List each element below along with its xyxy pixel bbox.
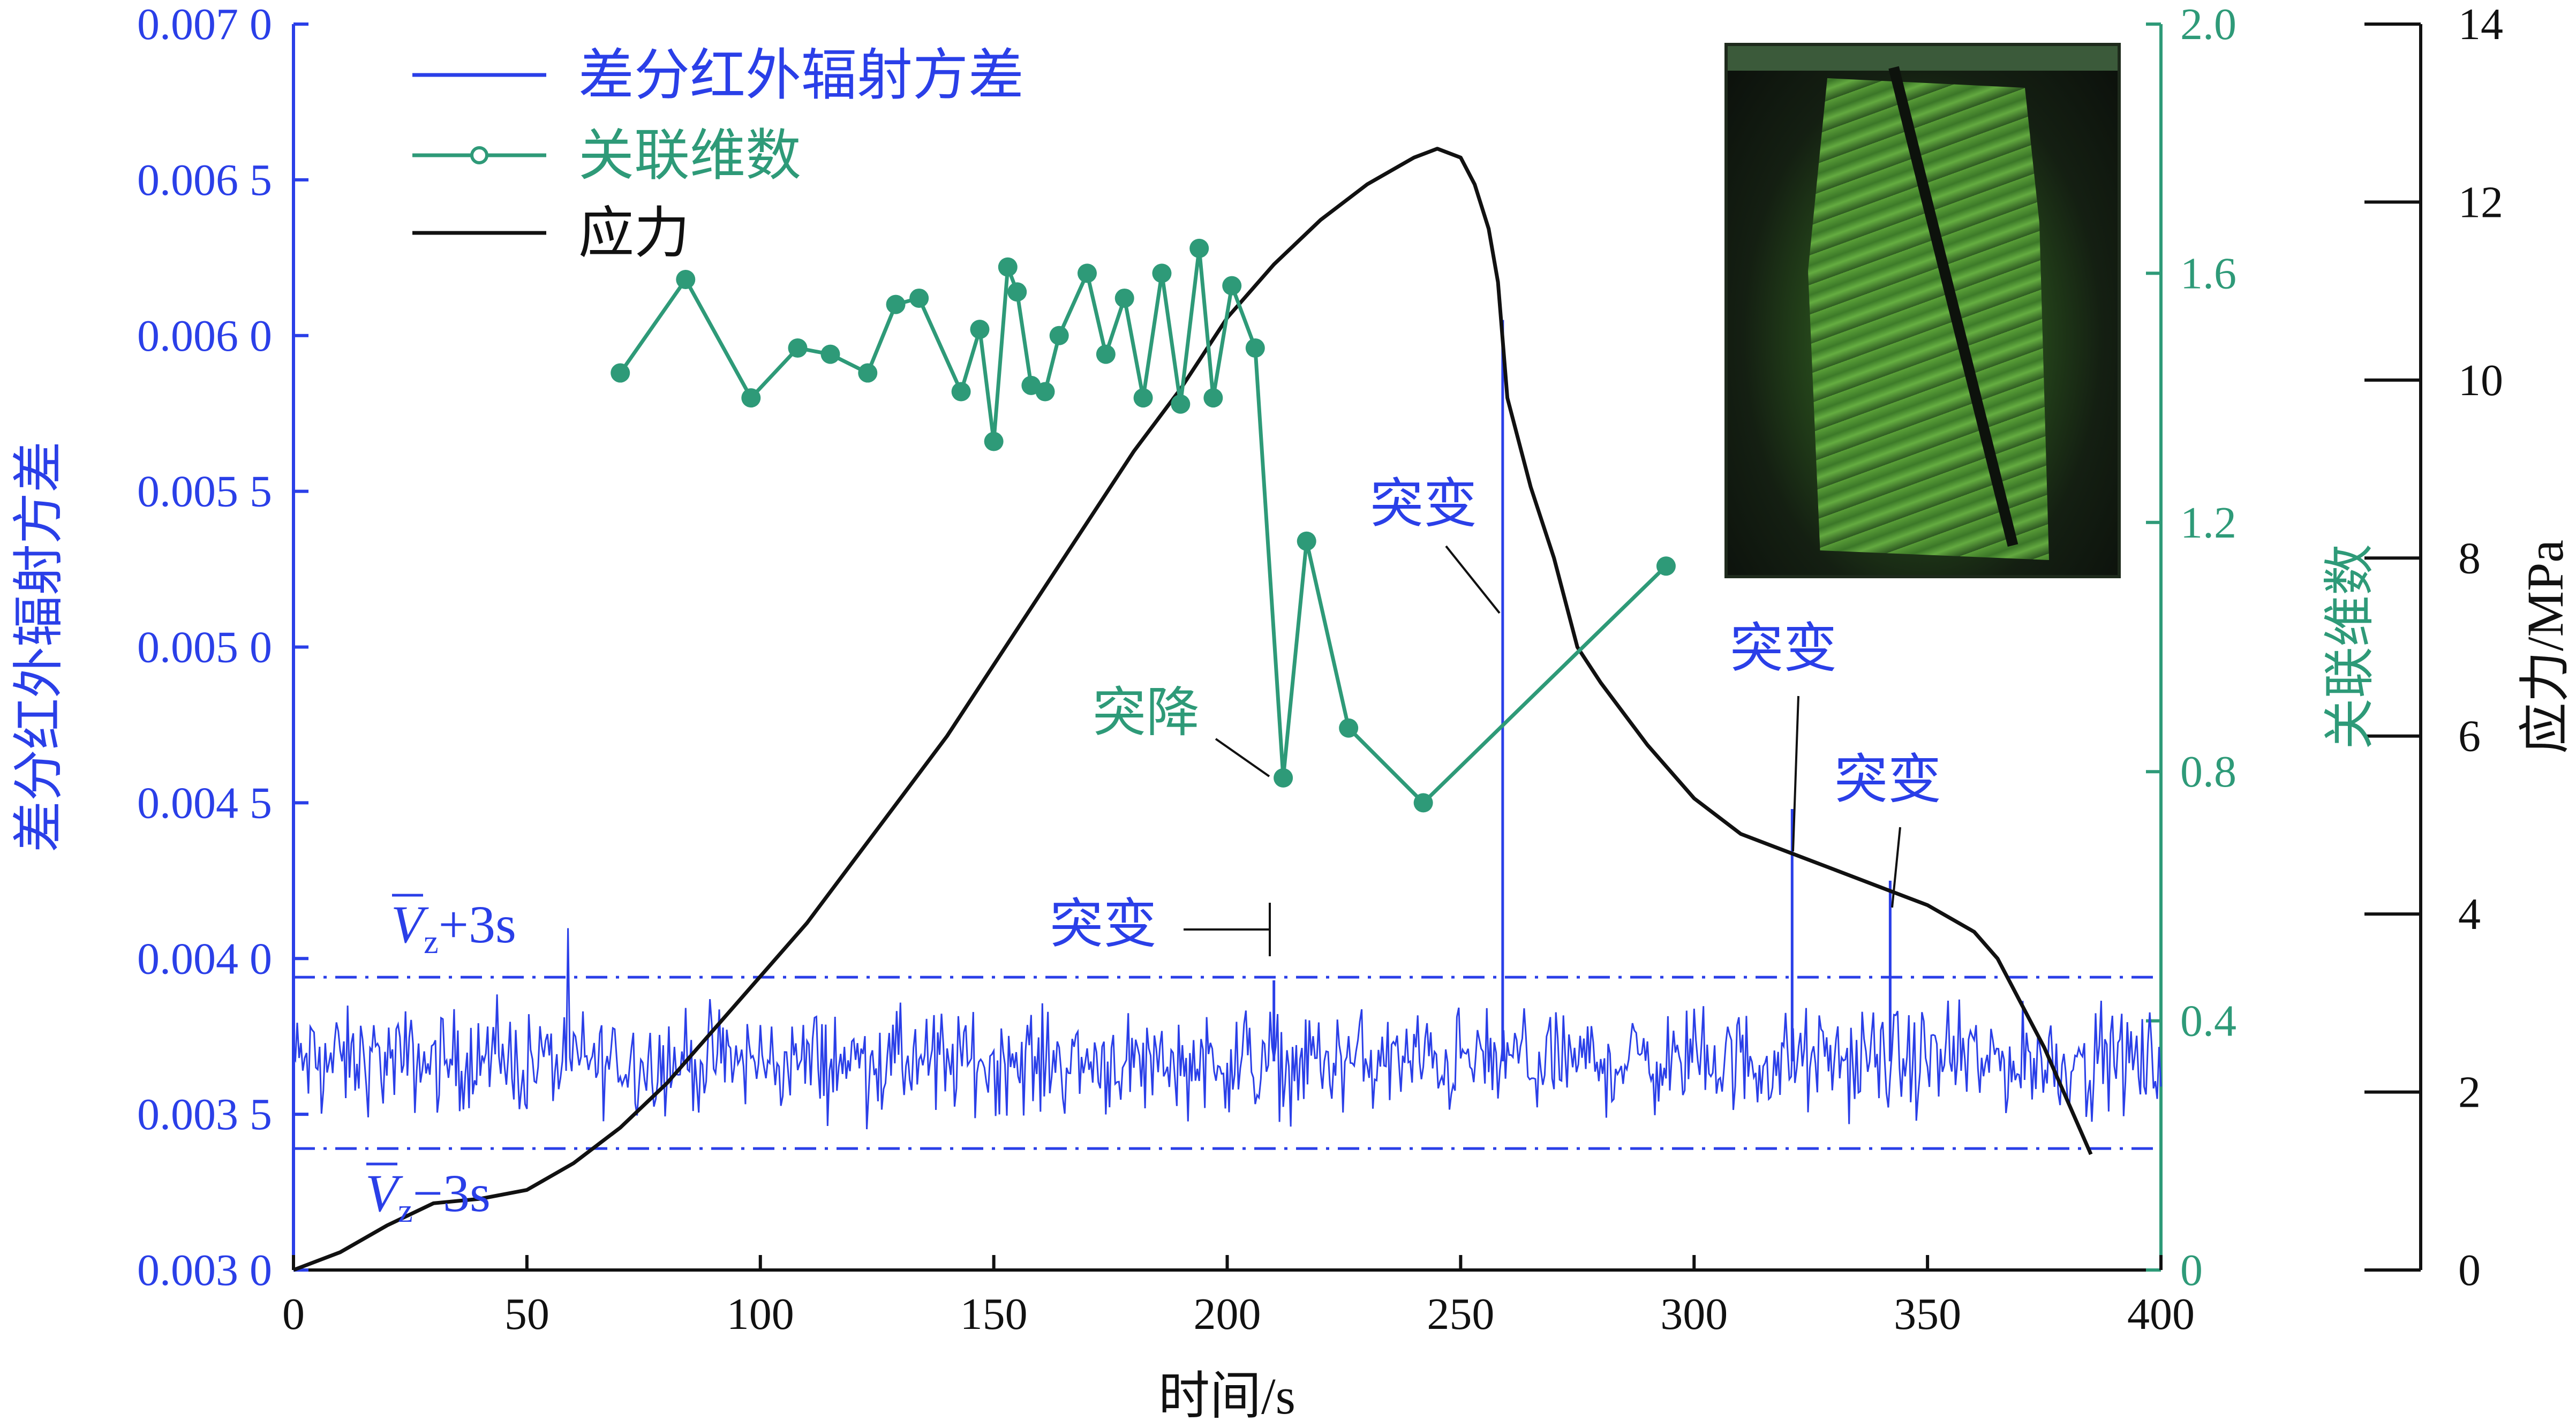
correlation-point — [1189, 238, 1209, 258]
left-tick-label: 0.004 0 — [137, 934, 272, 984]
correlation-point — [998, 257, 1018, 277]
correlation-point — [858, 363, 878, 383]
mid-tick-label: 0 — [2180, 1245, 2203, 1295]
annotation-label: 突变 — [1370, 474, 1477, 534]
correlation-point — [1007, 282, 1027, 302]
annotation-label: 突变 — [1730, 619, 1837, 678]
correlation-point — [741, 388, 761, 408]
correlation-point — [1152, 263, 1172, 283]
correlation-point — [820, 344, 840, 364]
variance-line — [292, 928, 2162, 1130]
x-tick-label: 200 — [1194, 1289, 1261, 1339]
x-tick-label: 0 — [282, 1289, 305, 1339]
correlation-point — [1133, 388, 1153, 408]
mid-tick-label: 0.4 — [2180, 996, 2236, 1046]
right-tick-label: 14 — [2458, 0, 2503, 49]
x-tick-label: 250 — [1427, 1289, 1494, 1339]
stress-series — [292, 147, 2093, 1272]
mid-tick-label: 2.0 — [2180, 0, 2236, 49]
correlation-point — [788, 338, 808, 358]
correlation-point — [984, 432, 1004, 451]
correlation-point — [1413, 793, 1433, 813]
lower-threshold-label: Vz−3s — [365, 1163, 491, 1229]
upper-threshold-label: Vz+3s — [391, 895, 516, 961]
mid-axis-ticks: 0 0.4 0.8 1.2 1.6 2.0 — [2146, 0, 2236, 1295]
correlation-point — [1339, 718, 1359, 738]
left-tick-label: 0.006 0 — [137, 311, 272, 361]
right-tick-label: 4 — [2458, 889, 2481, 939]
mid-tick-label: 0.8 — [2180, 747, 2236, 797]
correlation-point — [1203, 388, 1223, 408]
x-tick-label: 150 — [960, 1289, 1028, 1339]
left-tick-label: 0.003 5 — [137, 1090, 272, 1139]
right-tick-label: 12 — [2458, 177, 2503, 227]
correlation-point — [1245, 338, 1265, 358]
legend: 差分红外辐射方差 关联维数 应力 — [412, 45, 1024, 264]
left-tick-label: 0.005 0 — [137, 623, 272, 672]
annotation-label: 突降 — [1093, 683, 1200, 743]
correlation-point — [676, 270, 696, 290]
annotation-leader — [1792, 696, 1799, 852]
correlation-point — [611, 363, 630, 383]
legend-variance-label: 差分红外辐射方差 — [578, 45, 1024, 107]
left-axis-label: 差分红外辐射方差 — [10, 441, 67, 852]
correlation-point — [1035, 382, 1055, 402]
correlation-series — [611, 238, 1676, 813]
right-tick-label: 10 — [2458, 356, 2503, 405]
legend-correlation-label: 关联维数 — [578, 125, 801, 187]
correlation-point — [1297, 531, 1316, 551]
x-axis-ticks: 0 50 100 150 200 250 300 350 400 — [282, 1255, 2195, 1339]
mid-tick-label: 1.2 — [2180, 498, 2236, 548]
annotation-leader — [1215, 738, 1270, 777]
annotation-label: 突变 — [1050, 895, 1157, 954]
stress-line — [292, 147, 2093, 1272]
right-tick-label: 8 — [2458, 533, 2481, 583]
photo-press-plate — [1728, 46, 2118, 71]
correlation-point — [1077, 263, 1097, 283]
correlation-point — [951, 382, 971, 402]
legend-stress-label: 应力 — [578, 203, 690, 264]
specimen-photo — [1724, 43, 2121, 578]
left-tick-label: 0.006 5 — [137, 155, 272, 205]
correlation-point — [1171, 394, 1191, 414]
correlation-point — [1222, 276, 1242, 296]
left-tick-label: 0.004 5 — [137, 778, 272, 828]
x-axis-label: 时间/s — [1158, 1367, 1295, 1421]
right-tick-label: 0 — [2458, 1245, 2481, 1295]
photo-rock-specimen — [1808, 78, 2049, 560]
right-tick-label: 6 — [2458, 712, 2481, 761]
x-tick-label: 300 — [1660, 1289, 1728, 1339]
left-tick-label: 0.007 0 — [137, 0, 272, 49]
correlation-point — [886, 294, 906, 314]
correlation-point — [909, 288, 929, 308]
left-tick-label: 0.003 0 — [137, 1245, 272, 1295]
left-axis-ticks: 0.003 0 0.003 5 0.004 0 0.004 5 0.005 0 0.005… — [137, 0, 308, 1295]
legend-correlation-marker — [470, 146, 488, 164]
x-tick-label: 400 — [2127, 1289, 2195, 1339]
annotation-leader — [1891, 827, 1901, 908]
correlation-point — [1274, 768, 1293, 788]
correlation-point — [1049, 326, 1069, 345]
correlation-point — [1096, 344, 1116, 364]
right-axis-ticks: 0 2 4 6 8 10 12 14 — [2364, 0, 2503, 1295]
correlation-point — [1114, 288, 1134, 308]
left-tick-label: 0.005 5 — [137, 467, 272, 517]
mid-tick-label: 1.6 — [2180, 248, 2236, 298]
mid-axis-label: 关联维数 — [2321, 544, 2378, 750]
x-tick-label: 50 — [504, 1289, 549, 1339]
x-tick-label: 100 — [727, 1289, 794, 1339]
correlation-point — [1656, 556, 1676, 576]
annotation-label: 突变 — [1834, 750, 1941, 810]
x-tick-label: 350 — [1894, 1289, 1961, 1339]
annotation-leader — [1445, 545, 1501, 614]
right-tick-label: 2 — [2458, 1068, 2481, 1117]
correlation-point — [970, 320, 990, 339]
right-axis-label: 应力/MPa — [2517, 540, 2574, 754]
